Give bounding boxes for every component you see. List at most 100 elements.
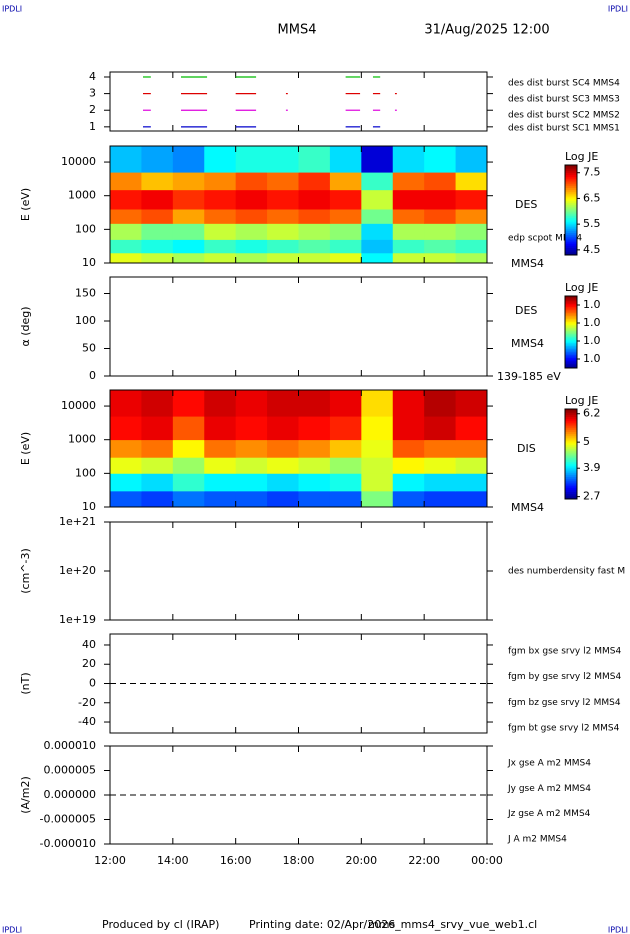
panel: -0.000010 -0.000005 0.000000 0.000005 0.0000… — [19, 739, 591, 867]
spectrogram-cell — [455, 172, 488, 191]
spectrogram-cell — [235, 490, 268, 508]
spectrogram-cell — [110, 252, 142, 264]
spectrogram-cell — [329, 209, 362, 224]
colorbar-strip — [565, 357, 577, 360]
spectrogram-cell — [298, 473, 331, 492]
colorbar-strip — [565, 228, 577, 232]
colorbar-strip — [565, 467, 577, 470]
colorbar-strip — [565, 420, 577, 423]
panel-frame — [109, 276, 488, 377]
spectrogram-cell — [172, 416, 205, 441]
colorbar-strip — [565, 243, 577, 247]
colorbar-tick-label: 1.0 — [583, 352, 601, 365]
spectrogram-cell — [141, 252, 174, 264]
colorbar-strip — [565, 341, 577, 343]
spectrogram-cell — [141, 189, 174, 210]
legend-entry: fgm bt gse srvy l2 MMS4 — [508, 724, 620, 734]
spectrogram-cell — [392, 209, 425, 224]
spectrogram-cell — [361, 252, 394, 264]
colorbar-strip — [565, 431, 577, 434]
spectrogram-cell — [110, 439, 142, 458]
colorbar-strip — [565, 484, 577, 487]
colorbar-strip — [565, 347, 577, 349]
colorbar-strip — [565, 185, 577, 188]
spectrogram-cell — [110, 490, 142, 508]
colorbar-strip — [565, 350, 577, 352]
colorbar-strip — [565, 465, 577, 468]
colorbar-strip — [565, 198, 577, 202]
panel-frame — [109, 71, 488, 132]
corner-label: IPDLI — [608, 5, 628, 14]
spectrogram-cell — [141, 146, 174, 173]
colorbar-strip — [565, 326, 577, 328]
spectrogram-cell — [172, 457, 205, 474]
spectrogram-cell — [204, 457, 237, 474]
panel: 1 2 3 4 des dist burst SC1 MMS1 des dist burs… — [89, 70, 620, 134]
colorbar-strip — [565, 226, 577, 230]
spectrogram-cell — [172, 473, 205, 492]
colorbar-tick-label: 1.0 — [583, 298, 601, 311]
colorbar-strip — [565, 409, 577, 412]
colorbar-title: Log JE — [565, 150, 598, 163]
colorbar-strip — [565, 200, 577, 203]
spectrogram-cell — [329, 473, 362, 492]
colorbar-strip — [565, 455, 577, 459]
spectrogram-cell — [110, 189, 142, 210]
spectrogram-cell — [392, 239, 425, 254]
spectrogram-cell — [267, 439, 299, 458]
colorbar-strip — [565, 305, 577, 307]
panel-annotation: MMS4 — [511, 257, 544, 270]
panel-annotation: DES — [515, 198, 537, 211]
colorbar-strip — [565, 174, 577, 177]
spectrogram-cell — [361, 223, 394, 240]
spectrogram-cell — [361, 189, 394, 210]
spectrogram-cell — [455, 390, 488, 417]
colorbar-strip — [565, 223, 577, 226]
colorbar-title: Log JE — [565, 394, 598, 407]
colorbar-strip — [565, 299, 577, 301]
colorbar-strip — [565, 236, 577, 239]
colorbar-strip — [565, 338, 577, 340]
spectrogram-cell — [204, 439, 237, 458]
colorbar-strip — [565, 336, 577, 339]
colorbar-strip — [565, 450, 577, 453]
colorbar-strip — [565, 240, 577, 243]
x-tick-label: 16:00 — [220, 854, 252, 867]
x-tick-label: 12:00 — [94, 854, 126, 867]
spectrogram-cell — [455, 490, 488, 508]
colorbar-strip — [565, 166, 577, 170]
spectrogram-cell — [204, 223, 237, 240]
spectrogram-cell — [455, 416, 488, 441]
colorbar-strip — [565, 297, 577, 300]
colorbar-strip — [565, 204, 577, 207]
colorbar-strip — [565, 215, 577, 218]
y-tick-label: 4 — [89, 70, 96, 83]
legend-entry: fgm bz gse srvy l2 MMS4 — [508, 698, 621, 708]
spectrogram-cell — [424, 223, 456, 240]
spectrogram-cell — [235, 223, 268, 240]
colorbar-strip — [565, 314, 577, 316]
spectrogram-cell — [361, 490, 394, 508]
y-axis-label: E (eV) — [19, 432, 32, 465]
colorbar-strip — [565, 363, 577, 366]
colorbar-strip — [565, 238, 577, 241]
spectrogram-cell — [172, 223, 205, 240]
spectrogram-cell — [267, 209, 299, 224]
colorbar-strip — [565, 424, 577, 427]
colorbar-tick-label: 1.0 — [583, 316, 601, 329]
spectrogram-cell — [172, 490, 205, 508]
y-tick-label: 1e+21 — [59, 515, 96, 528]
colorbar-strip — [565, 470, 577, 474]
spectrogram-cell — [172, 189, 205, 210]
spectrogram-cell — [455, 209, 488, 224]
spectrogram-cell — [392, 416, 425, 441]
spectrogram-cell — [141, 473, 174, 492]
spectrogram-cell — [235, 439, 268, 458]
y-tick-label: 1 — [89, 120, 96, 133]
spectrogram-cell — [235, 146, 268, 173]
colorbar-strip — [565, 332, 577, 334]
colorbar-strip — [565, 487, 577, 491]
spectrogram-cell — [204, 209, 237, 224]
spectrogram-cell — [455, 439, 488, 458]
spectrogram-cell — [455, 239, 488, 254]
